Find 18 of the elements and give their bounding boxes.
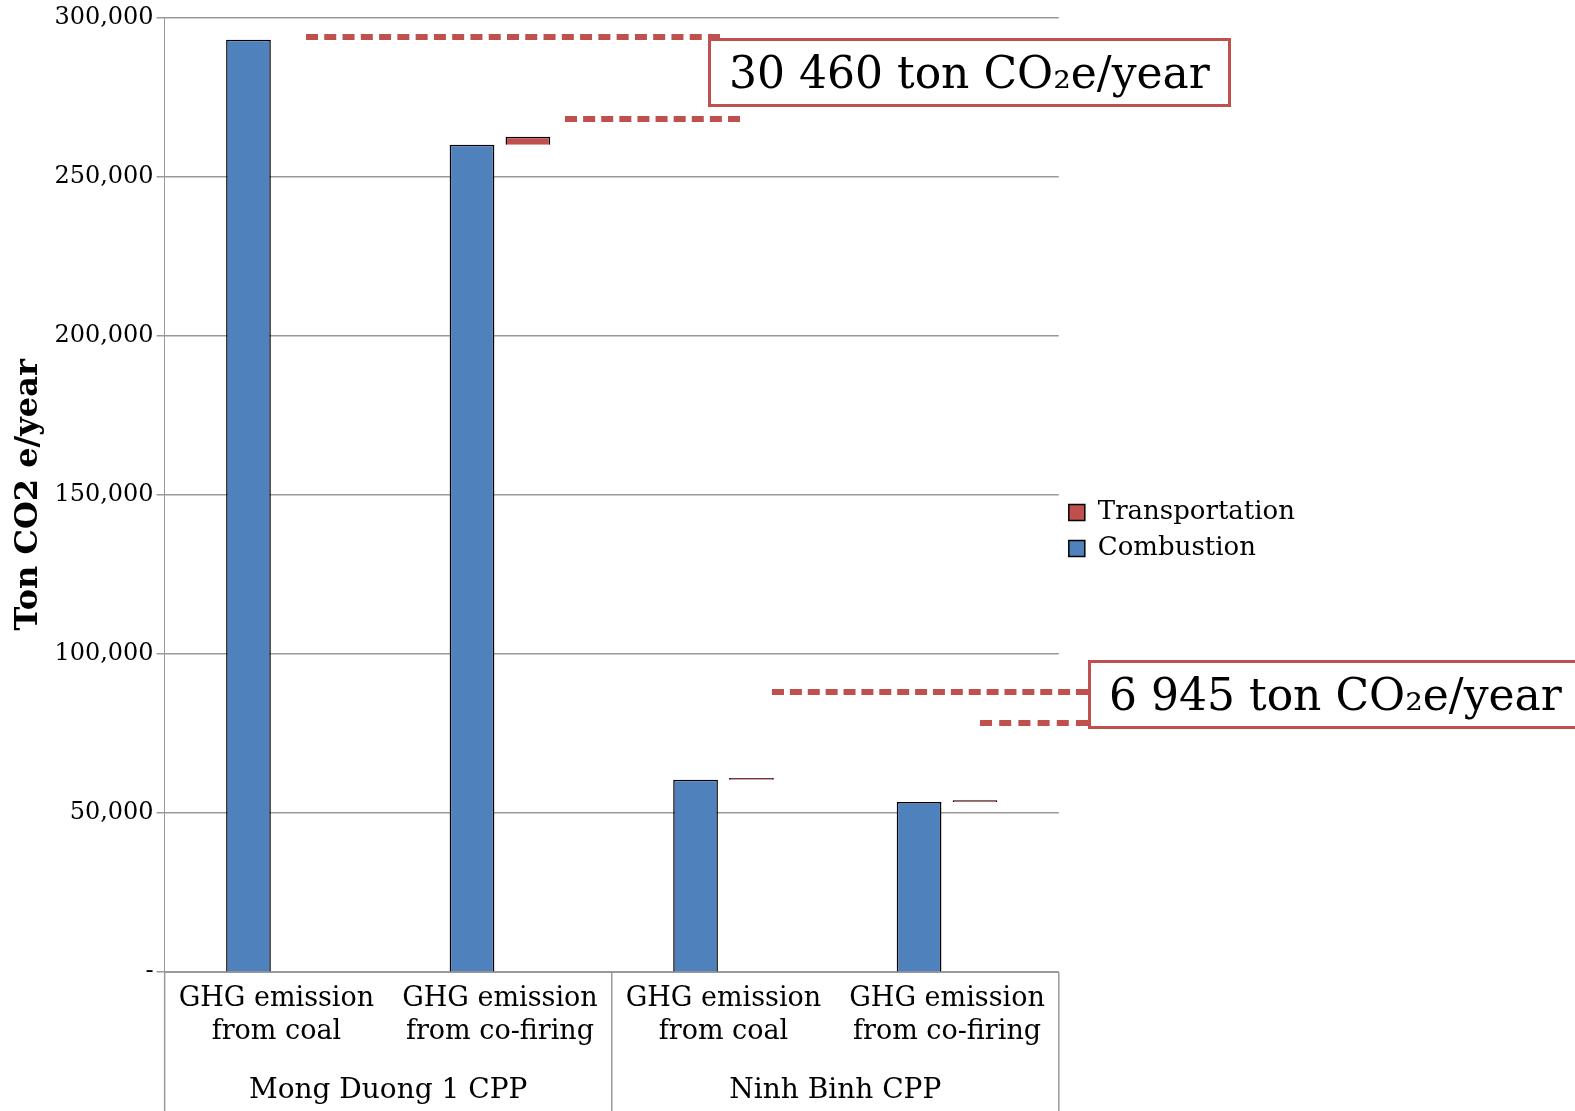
text: Mong Duong 1 CPP	[248, 1072, 528, 1105]
y-tick-label: 50,000	[69, 797, 154, 826]
text: Ninh Binh CPP	[729, 1072, 942, 1105]
y-tick-label: 100,000	[54, 638, 154, 667]
legend-label: Combustion	[1097, 531, 1257, 562]
annotation: 30 460 ton CO₂e/year	[708, 38, 1231, 107]
y-axis-title: Ton CO2 e/year	[6, 358, 45, 631]
y-tick-label: 150,000	[54, 479, 154, 508]
legend-label: Transportation	[1097, 495, 1296, 526]
x-tick-label: GHG emission from coal	[178, 981, 375, 1045]
x-tick-label: GHG emission from co-firing	[849, 981, 1045, 1045]
y-tick-label: -	[145, 956, 154, 985]
y-tick-label: 250,000	[54, 160, 154, 189]
x-tick-label: GHG emission from coal	[625, 981, 822, 1045]
text: 6 945 ton CO₂e/year	[1088, 660, 1575, 729]
x-tick-label: GHG emission from co-firing	[402, 981, 598, 1045]
y-tick-label: 200,000	[54, 319, 154, 348]
y-tick-label: 300,000	[54, 1, 154, 30]
